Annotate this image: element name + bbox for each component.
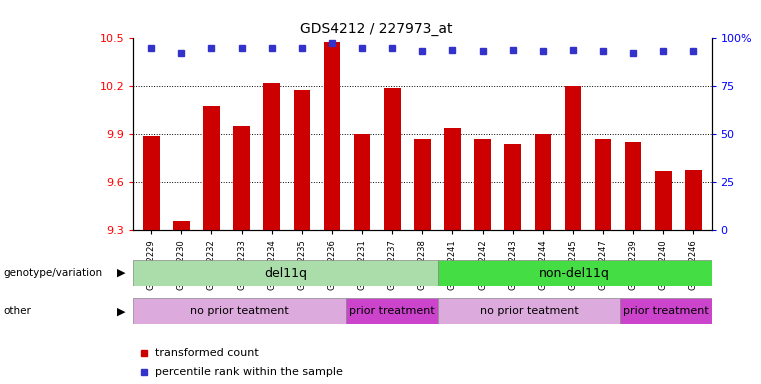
- Bar: [323, 41, 340, 230]
- Bar: [414, 139, 431, 230]
- Text: non-del11q: non-del11q: [539, 266, 610, 280]
- Text: no prior teatment: no prior teatment: [190, 306, 289, 316]
- Text: prior treatment: prior treatment: [623, 306, 708, 316]
- Bar: [354, 134, 371, 230]
- Bar: [438, 298, 620, 324]
- Bar: [625, 142, 642, 230]
- Title: GDS4212 / 227973_at: GDS4212 / 227973_at: [300, 22, 452, 36]
- Bar: [505, 144, 521, 230]
- Bar: [655, 171, 672, 230]
- Bar: [203, 106, 220, 230]
- Text: no prior teatment: no prior teatment: [479, 306, 578, 316]
- Text: percentile rank within the sample: percentile rank within the sample: [155, 367, 343, 377]
- Bar: [534, 134, 551, 230]
- Bar: [620, 298, 712, 324]
- Bar: [685, 170, 702, 230]
- Text: transformed count: transformed count: [155, 348, 259, 358]
- Text: prior treatment: prior treatment: [349, 306, 435, 316]
- Bar: [263, 83, 280, 230]
- Bar: [234, 126, 250, 230]
- Text: del11q: del11q: [264, 266, 307, 280]
- Bar: [474, 139, 491, 230]
- Text: ▶: ▶: [117, 268, 126, 278]
- Bar: [143, 136, 160, 230]
- Bar: [133, 260, 438, 286]
- Bar: [346, 298, 438, 324]
- Bar: [438, 260, 712, 286]
- Bar: [294, 89, 310, 230]
- Text: ▶: ▶: [117, 306, 126, 316]
- Bar: [384, 88, 400, 230]
- Bar: [565, 86, 581, 230]
- Text: other: other: [4, 306, 32, 316]
- Bar: [444, 128, 460, 230]
- Bar: [173, 221, 189, 230]
- Text: genotype/variation: genotype/variation: [4, 268, 103, 278]
- Bar: [595, 139, 611, 230]
- Bar: [133, 298, 346, 324]
